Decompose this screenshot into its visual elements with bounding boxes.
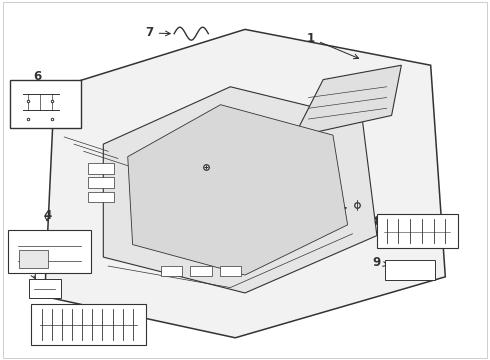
- Text: 7: 7: [146, 27, 170, 40]
- Text: 3: 3: [331, 204, 346, 217]
- Polygon shape: [103, 87, 377, 293]
- FancyBboxPatch shape: [31, 304, 147, 345]
- FancyBboxPatch shape: [88, 177, 114, 188]
- FancyBboxPatch shape: [190, 266, 212, 276]
- Text: 2: 2: [180, 165, 199, 177]
- FancyBboxPatch shape: [385, 260, 435, 280]
- FancyBboxPatch shape: [8, 230, 91, 273]
- Text: 5: 5: [24, 258, 35, 279]
- Text: 1: 1: [307, 32, 359, 59]
- FancyBboxPatch shape: [28, 279, 61, 298]
- FancyBboxPatch shape: [19, 250, 48, 267]
- Text: 4: 4: [43, 210, 51, 222]
- FancyBboxPatch shape: [377, 214, 458, 248]
- Polygon shape: [294, 65, 401, 137]
- Polygon shape: [128, 105, 347, 275]
- FancyBboxPatch shape: [10, 80, 81, 128]
- Polygon shape: [45, 30, 445, 338]
- Text: 10: 10: [110, 311, 138, 325]
- Text: 8: 8: [373, 215, 388, 228]
- Text: 9: 9: [373, 256, 388, 269]
- FancyBboxPatch shape: [88, 163, 114, 174]
- FancyBboxPatch shape: [88, 192, 114, 202]
- FancyBboxPatch shape: [161, 266, 182, 276]
- Text: 6: 6: [33, 69, 42, 82]
- FancyBboxPatch shape: [220, 266, 241, 276]
